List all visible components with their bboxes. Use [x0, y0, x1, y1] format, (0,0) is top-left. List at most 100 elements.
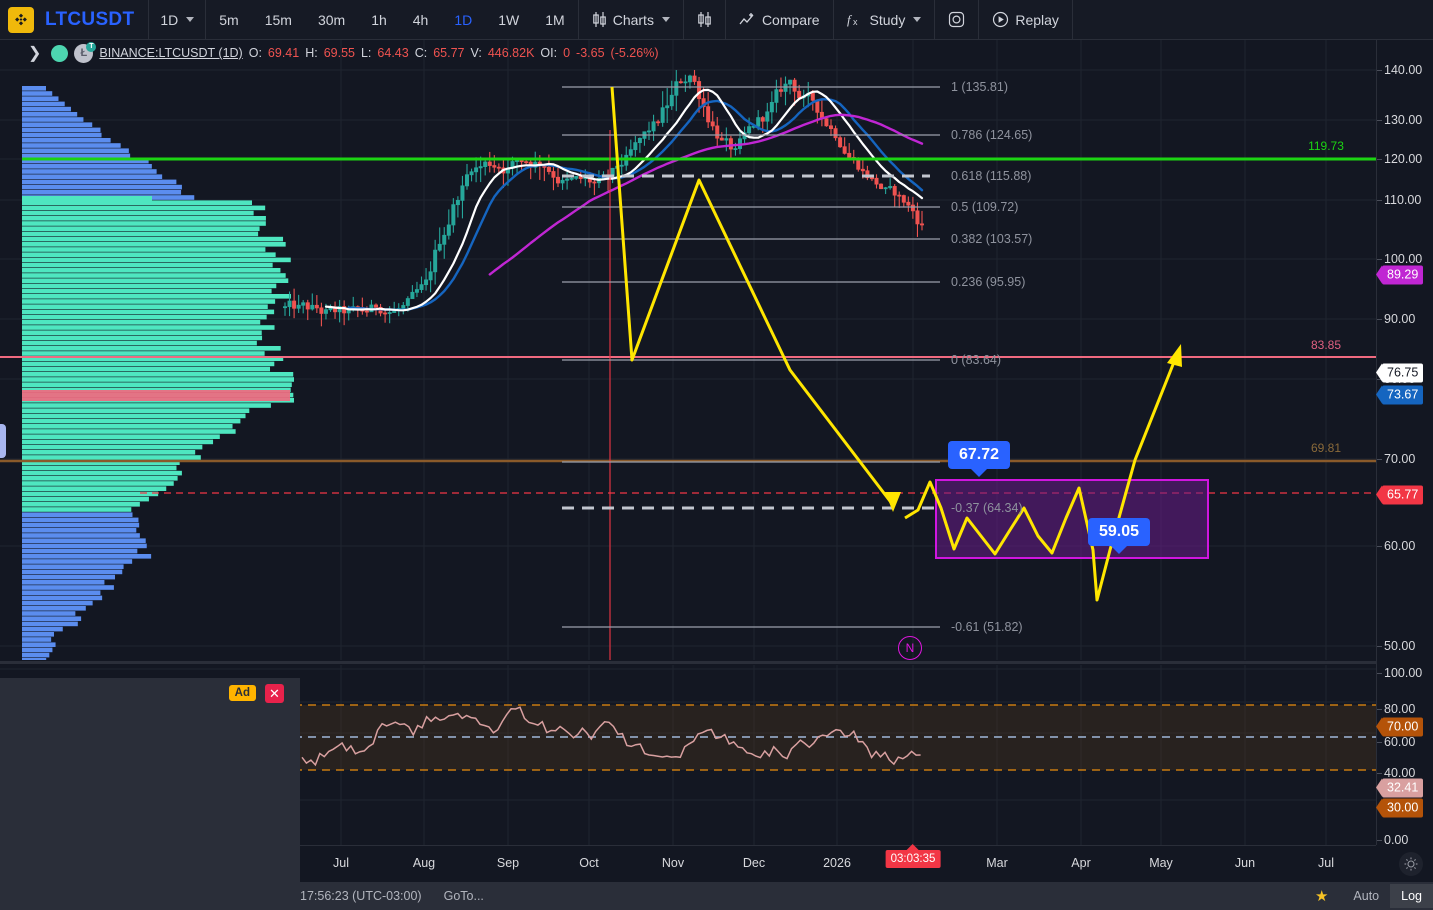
price-tick-line: [1377, 319, 1382, 320]
camera-icon: [948, 11, 965, 28]
left-edge-handle[interactable]: [0, 424, 6, 458]
rsi-lower-band-badge[interactable]: 30.00: [1375, 798, 1424, 818]
compare-label: Compare: [761, 11, 820, 28]
price-chart-pane[interactable]: [0, 40, 1376, 660]
log-scale-button[interactable]: Log: [1390, 884, 1433, 908]
star-icon[interactable]: ★: [1314, 888, 1329, 905]
badge-text: 30.00: [1387, 800, 1419, 815]
badge-text: 89.29: [1387, 267, 1419, 282]
news-marker[interactable]: N: [898, 636, 922, 660]
candlestick-icon: [697, 11, 712, 28]
price-axis-tick: 120.00: [1384, 152, 1423, 166]
timeframe-1M[interactable]: 1M: [532, 0, 577, 40]
time-axis-tick: 2026: [823, 856, 851, 870]
rsi-upper-band-badge[interactable]: 70.00: [1375, 717, 1424, 737]
price-axis[interactable]: 140.00 130.00 120.00 110.00 100.00 90.00 80.00…: [1375, 40, 1433, 847]
brightness-icon[interactable]: [1399, 852, 1423, 876]
price-chart-canvas: [0, 40, 1376, 660]
ma-magenta-line: [488, 113, 924, 276]
chevron-down-icon: [186, 17, 195, 22]
time-axis-tick: Oct: [579, 856, 599, 870]
ad-label[interactable]: Ad: [228, 685, 256, 701]
pane-divider[interactable]: [0, 661, 1376, 664]
snapshot-button[interactable]: [935, 0, 978, 40]
timeframe-4h[interactable]: 4h: [400, 0, 442, 40]
time-axis-tick: May: [1149, 856, 1173, 870]
time-axis-tick: Nov: [661, 856, 685, 870]
price-tick-line: [1377, 200, 1382, 201]
legend-open-value: 69.41: [267, 46, 300, 60]
rsi-value-badge[interactable]: 32.41: [1375, 778, 1424, 798]
price-axis-tick: 70.00: [1384, 452, 1416, 466]
legend-volume-value: 446.82K: [487, 46, 535, 60]
rsi-tick-line: [1377, 840, 1382, 841]
time-axis-tick: Sep: [496, 856, 520, 870]
ma-badge[interactable]: 73.67: [1375, 385, 1424, 405]
indicators-button[interactable]: [684, 0, 725, 40]
trend-up-icon: [739, 12, 756, 27]
price-axis-tick: 130.00: [1384, 113, 1423, 127]
timeframe-5m[interactable]: 5m: [206, 0, 251, 40]
forecast-low-tooltip[interactable]: 59.05: [1088, 518, 1151, 554]
chevron-down-icon: [913, 17, 922, 22]
legend-symbol[interactable]: BINANCE:LTCUSDT (1D): [99, 46, 243, 60]
play-icon: [992, 11, 1009, 28]
timeframe-1h[interactable]: 1h: [358, 0, 400, 40]
symbol-title[interactable]: LTCUSDT: [45, 8, 135, 30]
yellow-trend-zigzag[interactable]: [610, 86, 895, 506]
auto-scale-button[interactable]: Auto: [1353, 889, 1380, 903]
timeframe-label: 15m: [264, 11, 292, 28]
legend-volume-key: V:: [470, 46, 482, 60]
time-axis-tick: Jul: [333, 856, 349, 870]
legend-oi-key: OI:: [540, 46, 558, 60]
toolbar-divider: [577, 0, 579, 40]
last-price-badge[interactable]: 65.77: [1375, 485, 1424, 505]
time-axis-tick: Apr: [1071, 856, 1091, 870]
price-tick-line: [1377, 259, 1382, 260]
legend-oi-value: 0: [563, 46, 571, 60]
toolbar-divider: [832, 0, 834, 40]
price-axis-tick: 50.00: [1384, 639, 1416, 653]
forecast-high-tooltip[interactable]: 67.72: [948, 441, 1011, 477]
timeframe-30m[interactable]: 30m: [305, 0, 358, 40]
chart-type-button[interactable]: Charts: [579, 0, 683, 40]
rsi-axis-tick: 0.00: [1384, 833, 1409, 847]
candlestick-icon: [592, 11, 607, 28]
rsi-tick-line: [1377, 773, 1382, 774]
timeframe-1W[interactable]: 1W: [485, 0, 532, 40]
countdown-badge[interactable]: 03:03:35: [885, 850, 941, 868]
forecast-path[interactable]: [904, 351, 1180, 602]
ltc-coin-icon: Ł: [74, 41, 97, 63]
timeframe-label: 30m: [317, 11, 346, 28]
timeframe-1D[interactable]: 1D: [441, 0, 485, 40]
toolbar-divider: [148, 0, 150, 40]
close-icon[interactable]: ✕: [265, 684, 284, 703]
price-axis-tick: 60.00: [1384, 539, 1416, 553]
timeframe-label: 1M: [545, 11, 565, 28]
ad-banner: Ad ✕: [0, 678, 300, 910]
replay-button[interactable]: Replay: [979, 0, 1072, 40]
candlestick-series: [282, 70, 925, 327]
timeframe-label: 4h: [412, 11, 429, 28]
interval-selector[interactable]: 1D: [149, 0, 205, 40]
high-badge[interactable]: 76.75: [1375, 363, 1424, 383]
price-axis-tick: 90.00: [1384, 312, 1416, 326]
timeframe-label: 5m: [219, 11, 239, 28]
rsi-axis-tick: 60.00: [1384, 735, 1416, 749]
interval-selector-label: 1D: [160, 11, 179, 28]
forecast-range-box[interactable]: [935, 479, 1209, 559]
chevron-down-icon: [661, 17, 670, 22]
time-axis-tick: Dec: [742, 856, 766, 870]
goto-button[interactable]: GoTo...: [443, 889, 484, 903]
timeframe-15m[interactable]: 15m: [252, 0, 305, 40]
price-tick-line: [1377, 546, 1382, 547]
vwap-badge[interactable]: 89.29: [1375, 265, 1424, 285]
price-axis-tick: 100.00: [1384, 252, 1423, 266]
compare-button[interactable]: Compare: [726, 0, 833, 40]
legend-high-value: 69.55: [323, 46, 355, 60]
chart-type-label: Charts: [612, 11, 654, 28]
forecast-arrow-head: [1167, 344, 1182, 367]
legend-low-key: L:: [360, 46, 372, 60]
chevron-right-icon[interactable]: ❯: [28, 45, 42, 62]
